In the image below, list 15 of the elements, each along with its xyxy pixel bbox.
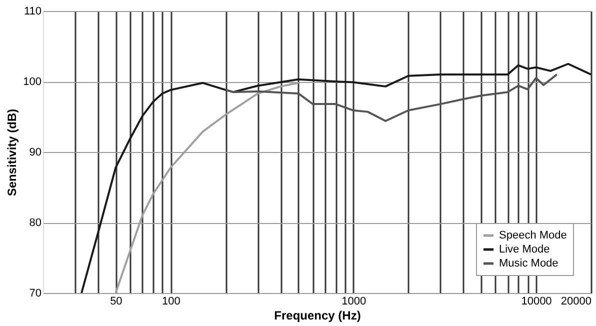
y-tick-label: 70: [29, 288, 42, 300]
x-tick-label: 10000: [521, 296, 552, 308]
y-tick-label: 100: [23, 76, 42, 88]
y-tick-label: 110: [24, 6, 42, 18]
legend-label: Speech Mode: [499, 230, 567, 242]
x-tick-label: 20000: [560, 296, 592, 308]
x-axis-title: Frequency (Hz): [274, 308, 361, 322]
x-tick-label: 50: [110, 296, 122, 308]
y-tick-label: 80: [29, 217, 42, 229]
y-axis-title: Sensitivity (dB): [5, 108, 20, 196]
x-tick-label: 100: [162, 296, 180, 308]
y-tick-label: 90: [29, 146, 42, 158]
legend-label: Live Mode: [499, 244, 550, 256]
x-tick-label: 1000: [342, 296, 366, 308]
legend-label: Music Mode: [499, 258, 558, 270]
